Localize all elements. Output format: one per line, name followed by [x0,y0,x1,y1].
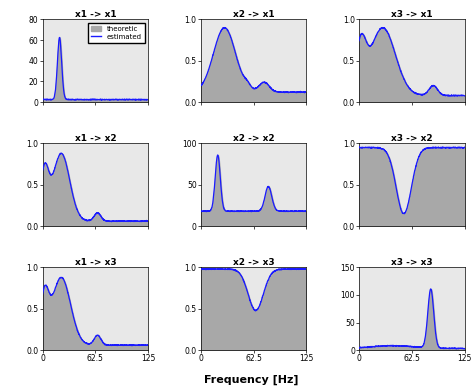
Legend: theoretic, estimated: theoretic, estimated [88,23,145,43]
Title: x1 -> x1: x1 -> x1 [74,10,116,19]
Title: x2 -> x3: x2 -> x3 [233,258,274,267]
Title: x3 -> x3: x3 -> x3 [391,258,433,267]
Title: x1 -> x2: x1 -> x2 [74,134,116,143]
Title: x1 -> x3: x1 -> x3 [74,258,116,267]
Title: x2 -> x2: x2 -> x2 [233,134,274,143]
Text: Frequency [Hz]: Frequency [Hz] [204,375,299,385]
Title: x2 -> x1: x2 -> x1 [233,10,274,19]
Title: x3 -> x1: x3 -> x1 [391,10,433,19]
Title: x3 -> x2: x3 -> x2 [391,134,433,143]
